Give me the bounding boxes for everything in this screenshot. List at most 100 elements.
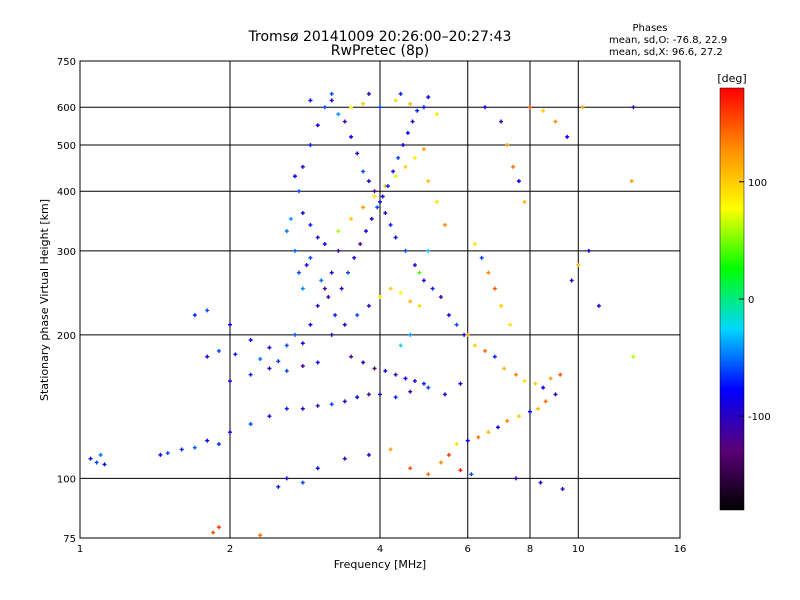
data-point (315, 235, 320, 240)
data-point (267, 414, 272, 419)
data-point (288, 216, 293, 221)
data-point (248, 372, 253, 377)
data-point (580, 105, 585, 110)
data-point (315, 123, 320, 128)
data-point (375, 205, 380, 210)
data-point (349, 105, 354, 110)
data-point (403, 376, 408, 381)
data-point (366, 392, 371, 397)
data-point (366, 91, 371, 96)
data-point (179, 447, 184, 452)
data-point (391, 169, 396, 174)
y-tick-label: 200 (57, 331, 76, 342)
scatter-points (88, 91, 636, 538)
data-point (462, 332, 467, 337)
data-point (308, 222, 313, 227)
data-point (319, 278, 324, 283)
data-point (102, 462, 107, 467)
data-point (345, 270, 350, 275)
data-point (502, 366, 507, 371)
data-point (486, 270, 491, 275)
data-point (553, 392, 558, 397)
chart-title: Tromsø 20141009 20:26:00–20:27:43 (248, 29, 512, 45)
data-point (398, 91, 403, 96)
data-point (553, 119, 558, 124)
data-point (415, 108, 420, 113)
colorbar-ticks: 100 0 -100 (739, 178, 771, 423)
data-point (267, 366, 272, 371)
data-point (405, 130, 410, 135)
data-point (94, 460, 99, 465)
data-point (558, 372, 563, 377)
data-point (248, 422, 253, 427)
data-point (458, 468, 463, 473)
data-point (276, 359, 281, 364)
colorbar-label: [deg] (717, 72, 746, 85)
x-tick-label: 4 (377, 544, 383, 555)
data-point (284, 406, 289, 411)
data-point (366, 179, 371, 184)
data-point (508, 322, 513, 327)
data-point (315, 303, 320, 308)
data-point (329, 332, 334, 337)
x-tick-label: 8 (527, 544, 533, 555)
y-tick-label: 500 (57, 141, 76, 152)
data-point (322, 242, 327, 247)
data-point (211, 530, 216, 535)
data-point (361, 360, 366, 365)
data-point (300, 286, 305, 291)
data-point (284, 229, 289, 234)
data-point (393, 98, 398, 103)
phases-x-stats: mean, sd,X: 96.6, 27.2 (609, 47, 723, 58)
x-tick-label: 1 (77, 544, 83, 555)
data-point (631, 105, 636, 110)
data-point (438, 460, 443, 465)
data-point (388, 222, 393, 227)
data-point (596, 303, 601, 308)
x-tick-label: 10 (572, 544, 585, 555)
data-point (410, 119, 415, 124)
data-point (438, 295, 443, 300)
data-point (576, 263, 581, 268)
data-point (417, 270, 422, 275)
data-point (292, 248, 297, 253)
data-point (446, 313, 451, 318)
data-point (412, 155, 417, 160)
data-point (308, 142, 313, 147)
data-point (300, 341, 305, 346)
data-point (565, 134, 570, 139)
data-point (434, 112, 439, 117)
colorbar-tick-label: 0 (748, 295, 754, 306)
data-point (398, 343, 403, 348)
data-point (528, 105, 532, 110)
data-point (300, 406, 305, 411)
data-point (586, 248, 591, 253)
data-point (192, 313, 197, 318)
data-point (408, 299, 413, 304)
data-point (228, 379, 232, 384)
data-point (329, 270, 334, 275)
phases-o-stats: mean, sd,O: -76.8, 22.9 (609, 35, 727, 46)
data-point (300, 211, 305, 216)
x-axis-label: Frequency [MHz] (334, 558, 426, 571)
data-point (535, 406, 540, 411)
data-point (276, 484, 281, 489)
data-point (408, 332, 413, 337)
data-point (355, 395, 360, 400)
data-point (458, 381, 463, 386)
data-point (300, 364, 305, 369)
data-point (342, 119, 347, 124)
data-point (421, 278, 426, 283)
data-point (446, 452, 451, 457)
data-point (388, 286, 393, 291)
data-point (426, 248, 431, 253)
data-point (366, 303, 371, 308)
data-point (548, 376, 553, 381)
data-point (516, 414, 521, 419)
data-point (383, 211, 388, 216)
data-point (483, 105, 488, 110)
data-point (505, 142, 510, 147)
data-point (258, 356, 263, 361)
data-point (541, 385, 546, 390)
data-point (205, 308, 210, 313)
